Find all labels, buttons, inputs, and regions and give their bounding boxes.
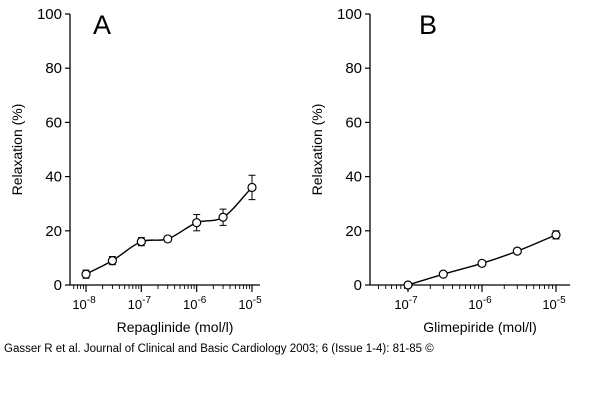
- panel-label: A: [93, 10, 111, 40]
- x-tick-label: 10-5: [238, 295, 262, 312]
- x-tick-label: 10-8: [72, 295, 96, 312]
- y-axis-label: Relaxation (%): [9, 104, 25, 196]
- y-tick-label: 20: [345, 223, 362, 240]
- x-axis-label: Repaglinide (mol/l): [117, 319, 234, 335]
- y-tick-label: 40: [45, 169, 62, 186]
- data-point: [512, 246, 522, 256]
- y-tick-label: 0: [354, 277, 362, 294]
- data-point: [136, 237, 146, 247]
- y-tick-label: 100: [37, 6, 62, 23]
- x-tick-label: 10-7: [394, 295, 418, 312]
- x-tick-label: 10-5: [542, 295, 566, 312]
- y-tick-label: 100: [337, 6, 362, 23]
- panel-label: B: [419, 10, 437, 40]
- citation-caption: Gasser R et al. Journal of Clinical and …: [4, 343, 434, 355]
- data-point: [247, 182, 257, 193]
- y-tick-label: 60: [45, 114, 62, 131]
- y-tick-label: 20: [45, 223, 62, 240]
- x-axis-label: Glimepiride (mol/l): [423, 319, 537, 335]
- y-axis-label: Relaxation (%): [309, 104, 325, 196]
- data-point: [403, 280, 413, 290]
- data-point: [477, 258, 487, 268]
- x-tick-label: 10-6: [183, 295, 207, 312]
- data-point: [107, 256, 118, 266]
- data-point: [163, 234, 173, 244]
- x-tick-label: 10-6: [468, 295, 492, 312]
- y-tick-label: 80: [345, 60, 362, 77]
- y-tick-label: 0: [54, 277, 62, 294]
- data-point: [218, 212, 228, 222]
- data-point: [438, 269, 448, 279]
- data-point: [192, 218, 202, 228]
- data-point: [81, 269, 91, 279]
- y-tick-label: 40: [345, 169, 362, 186]
- y-tick-label: 80: [45, 60, 62, 77]
- panel-b: 0 20 40 60 80 100 10-7 10-6 10-5 Relaxation (%) Gl…: [309, 6, 570, 335]
- x-tick-label: 10-7: [128, 295, 152, 312]
- data-point: [551, 230, 561, 240]
- panel-a: 0 20 40 60 80 100 10-8 10-7 10-6 10-5 Relaxation (…: [9, 6, 262, 335]
- y-tick-label: 60: [345, 114, 362, 131]
